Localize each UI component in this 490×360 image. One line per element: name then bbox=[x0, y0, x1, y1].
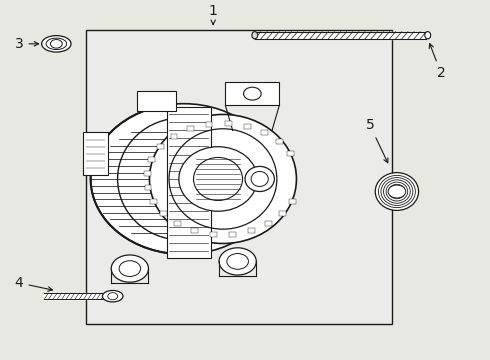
Bar bbox=[174, 221, 181, 226]
Text: 4: 4 bbox=[15, 276, 52, 291]
Ellipse shape bbox=[91, 104, 277, 254]
Bar bbox=[279, 211, 286, 216]
Bar bbox=[276, 139, 283, 144]
Bar bbox=[160, 211, 167, 216]
Ellipse shape bbox=[179, 147, 257, 211]
Bar bbox=[187, 126, 194, 131]
Bar bbox=[191, 228, 198, 233]
Bar bbox=[144, 171, 151, 176]
Bar bbox=[265, 221, 272, 226]
Bar bbox=[287, 151, 294, 156]
Bar bbox=[244, 124, 251, 129]
Bar bbox=[137, 91, 176, 111]
Bar bbox=[167, 107, 211, 258]
Bar bbox=[225, 82, 279, 105]
Circle shape bbox=[219, 248, 256, 275]
Text: 1: 1 bbox=[209, 4, 218, 24]
Ellipse shape bbox=[425, 32, 431, 39]
Circle shape bbox=[111, 255, 148, 282]
Text: 3: 3 bbox=[15, 37, 39, 51]
Bar bbox=[171, 134, 177, 139]
Bar bbox=[83, 132, 108, 175]
Ellipse shape bbox=[149, 114, 296, 243]
Text: 2: 2 bbox=[429, 44, 445, 80]
Bar bbox=[157, 144, 164, 149]
Bar bbox=[225, 121, 232, 126]
Bar bbox=[205, 122, 212, 127]
Bar bbox=[248, 228, 255, 233]
Ellipse shape bbox=[102, 291, 123, 302]
Bar bbox=[145, 185, 151, 190]
Ellipse shape bbox=[375, 173, 418, 210]
Ellipse shape bbox=[42, 36, 71, 52]
Text: 5: 5 bbox=[366, 118, 388, 163]
Ellipse shape bbox=[245, 166, 274, 192]
Bar bbox=[262, 130, 269, 135]
Bar bbox=[289, 199, 296, 204]
Bar bbox=[210, 231, 217, 237]
Ellipse shape bbox=[252, 32, 258, 39]
Circle shape bbox=[388, 185, 406, 198]
Bar bbox=[148, 157, 155, 162]
Bar bbox=[229, 231, 236, 237]
Bar bbox=[86, 30, 392, 324]
Bar bbox=[150, 199, 157, 204]
